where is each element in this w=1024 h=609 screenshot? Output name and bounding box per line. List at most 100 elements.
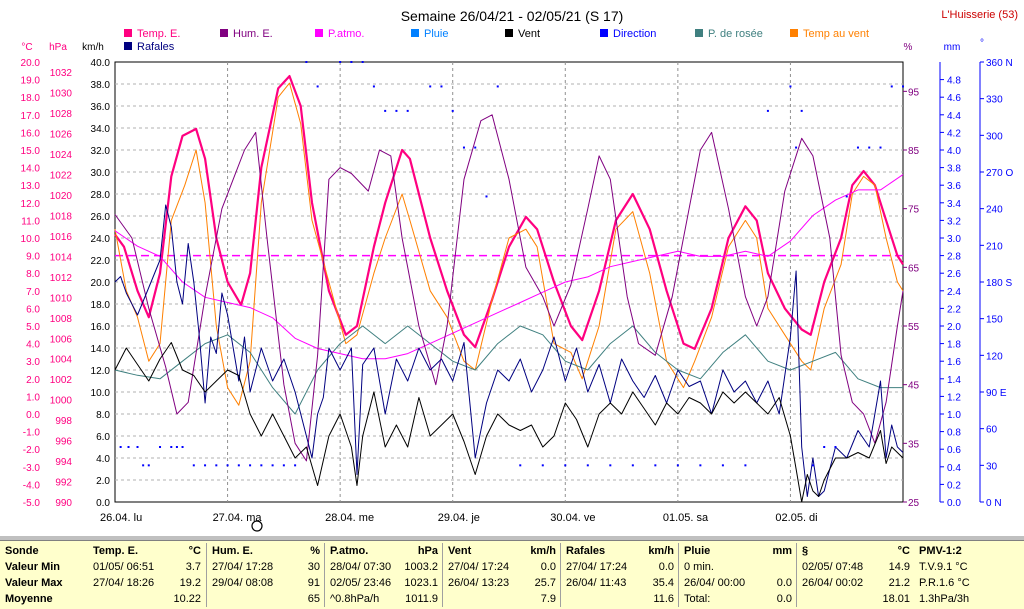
pressure-tick-label: 1016 — [50, 232, 73, 243]
temp-tick-label: 7.0 — [26, 287, 40, 298]
direction-dot — [159, 446, 162, 448]
stat-label-avg: Moyenne — [5, 593, 53, 605]
direction-dot — [361, 61, 364, 63]
direction-dot — [384, 109, 387, 112]
stat-label: 0 min. — [684, 561, 714, 573]
stats-column: Pluie mm 0 min. 26/04/ 00:00 0.0 Total: 0.0 — [678, 543, 797, 607]
legend-swatch — [124, 42, 132, 50]
direction-dot — [902, 85, 904, 88]
wind-tick-label: 38.0 — [91, 80, 111, 91]
stat-label: 02/05/ 07:48 — [802, 561, 864, 573]
direction-dot — [811, 464, 814, 467]
stats-row-headers: Sonde Valeur Min Valeur Max Moyenne — [0, 543, 88, 607]
direction-dot — [496, 85, 499, 88]
wind-tick-label: 24.0 — [91, 234, 111, 245]
wind-tick-label: 28.0 — [91, 190, 111, 201]
legend-swatch — [411, 29, 419, 37]
wind-tick-label: 6.0 — [96, 432, 110, 443]
legend-swatch — [790, 29, 798, 37]
stat-value: 0.0 — [776, 577, 792, 589]
direction-dot — [451, 109, 454, 112]
stat-label: Rafales — [566, 545, 606, 557]
direction-dot — [127, 446, 130, 448]
stat-value: 14.9 — [888, 561, 910, 573]
unit-direction: ° — [980, 38, 984, 49]
rain-tick-label: 3.4 — [947, 199, 961, 210]
direction-dot — [372, 85, 375, 88]
stats-pmv: PMV-1:2 T.V.9.1 °C P.R.1.6 °C 1.3hPa/3h — [914, 543, 1024, 607]
direction-dot — [541, 464, 544, 467]
direction-dot — [654, 464, 657, 467]
direction-dot — [119, 446, 122, 448]
direction-dot — [226, 464, 229, 467]
temp-tick-label: -1.0 — [23, 428, 41, 439]
wind-tick-label: 12.0 — [91, 366, 111, 377]
direction-dot — [181, 446, 184, 448]
wind-tick-label: 34.0 — [91, 124, 111, 135]
direction-dot — [350, 61, 353, 63]
direction-dot — [800, 109, 803, 112]
stat-label: 29/04/ 08:08 — [212, 577, 274, 589]
rain-tick-label: 4.2 — [947, 128, 961, 139]
direction-dot — [856, 146, 859, 149]
stat-label: 27/04/ 18:26 — [93, 577, 155, 589]
stat-value: 18.01 — [882, 593, 910, 605]
legend-swatch — [505, 29, 513, 37]
stat-value: hPa — [417, 545, 438, 557]
wind-tick-label: 4.0 — [96, 454, 110, 465]
series-vent — [114, 342, 904, 503]
pressure-tick-label: 1022 — [50, 171, 73, 182]
legend-label: Pluie — [424, 28, 448, 40]
pressure-tick-label: 1010 — [50, 293, 73, 304]
direction-tick-label: 330 — [986, 95, 1003, 106]
rain-tick-label: 2.4 — [947, 287, 961, 298]
stat-value: mm — [772, 545, 792, 557]
direction-dot — [147, 464, 150, 467]
direction-dot — [305, 61, 308, 63]
wind-tick-label: 32.0 — [91, 146, 111, 157]
direction-dot — [795, 146, 798, 149]
pressure-tick-label: 994 — [55, 457, 72, 468]
wind-tick-label: 10.0 — [91, 388, 111, 399]
direction-dot — [339, 61, 342, 63]
temp-tick-label: 11.0 — [21, 216, 40, 227]
temp-tick-label: 4.0 — [26, 340, 40, 351]
direction-tick-label: 0 N — [986, 498, 1002, 509]
rain-tick-label: 3.6 — [947, 181, 961, 192]
direction-dot — [868, 146, 871, 149]
legend-label: Temp au vent — [803, 28, 869, 40]
direction-tick-label: 120 — [986, 351, 1003, 362]
direction-dot — [215, 464, 218, 467]
pressure-tick-label: 1012 — [50, 273, 73, 284]
stat-value: 0.0 — [540, 561, 556, 573]
stat-value: 35.4 — [652, 577, 674, 589]
direction-dot — [823, 446, 826, 448]
x-labels: 26.04. lu 27.04. ma 28.04. me 29.04. je 30.0… — [100, 512, 818, 524]
temp-tick-label: -4.0 — [23, 480, 41, 491]
series-hum-e — [114, 114, 904, 462]
series-rafales — [114, 204, 904, 497]
pressure-tick-label: 990 — [55, 498, 72, 509]
wind-tick-label: 0.0 — [96, 498, 110, 509]
temp-tick-label: 17.0 — [21, 111, 41, 122]
legend-label: Temp. E. — [137, 28, 180, 40]
rain-tick-label: 0.2 — [947, 480, 961, 491]
pressure-tick-label: 1000 — [50, 396, 73, 407]
direction-dot — [744, 464, 747, 467]
rain-tick-label: 1.8 — [947, 340, 961, 351]
stat-value: km/h — [530, 545, 556, 557]
humidity-tick-label: 25 — [908, 498, 920, 509]
wind-tick-label: 18.0 — [91, 300, 111, 311]
stats-column: Temp. E. °C 01/05/ 06:51 3.7 27/04/ 18:26 19.… — [88, 543, 206, 607]
wind-tick-label: 36.0 — [91, 102, 111, 113]
humidity-tick-label: 65 — [908, 263, 920, 274]
temp-tick-label: 13.0 — [21, 181, 41, 192]
stat-label: 26/04/ 13:23 — [448, 577, 510, 589]
pressure-tick-label: 992 — [55, 478, 72, 489]
legend-label: Vent — [518, 28, 540, 40]
stats-panel: Sonde Valeur Min Valeur Max Moyenne Temp… — [0, 540, 1024, 609]
pressure-tick-label: 1020 — [50, 191, 73, 202]
stats-column: Rafales km/h 27/04/ 17:24 0.0 26/04/ 11:43 35… — [560, 543, 679, 607]
direction-dot — [142, 464, 145, 467]
temp-tick-label: 19.0 — [21, 76, 41, 87]
